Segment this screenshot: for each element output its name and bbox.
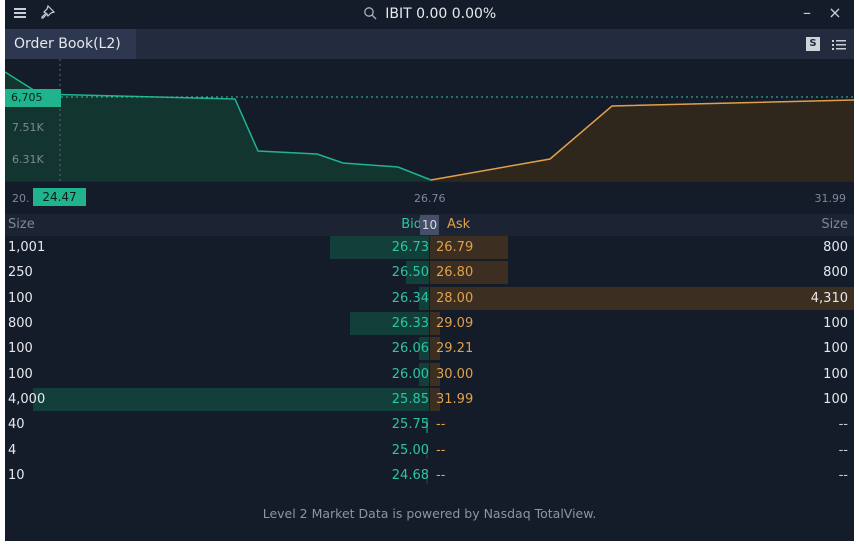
bid-size: 100 [8,291,33,306]
order-book-header: Size Bid 10 Ask Size [5,214,854,236]
ask-price: 26.80 [436,265,474,280]
ask-size: 800 [823,240,848,255]
bid-depth-bar [419,287,429,310]
order-book-window: IBIT 0.00 0.00% – × Order Book(L2) S 6,7… [5,0,854,541]
ask-depth-bar [430,236,508,259]
table-row[interactable]: 1,001 26.73 26.79 800 [5,236,854,261]
bid-price: 25.85 [391,392,429,407]
ask-depth-bar [430,388,440,411]
bid-depth-bar [406,261,429,284]
bid-price: 26.50 [391,265,429,280]
ask-size: 800 [823,265,848,280]
bid-depth-bar [426,444,428,459]
x-cursor-value: 24.47 [33,188,86,206]
y-tick-label: 6.31K [12,153,44,166]
ask-depth-bar [430,261,508,284]
minimize-icon[interactable]: – [803,3,811,22]
ask-depth-bar [430,363,440,386]
bid-depth-bar [426,469,428,484]
depth-chart[interactable]: 6,705 7.51K 6.31K 20. 24.47 26.76 31.99 [5,59,854,214]
marker-value: 6,705 [5,89,61,107]
table-row[interactable]: 250 26.50 26.80 800 [5,261,854,286]
menu-icon[interactable] [12,5,30,23]
table-row[interactable]: 4 25.00 -- -- [5,439,854,464]
bid-size-header: Size [8,217,35,232]
ask-price: -- [436,443,446,458]
bid-size: 250 [8,265,33,280]
symbol-label: IBIT [385,6,412,22]
bid-size: 100 [8,341,33,356]
bid-size: 800 [8,316,33,331]
ask-depth-line [430,99,854,181]
title-quote[interactable]: IBIT 0.00 0.00% [5,6,854,24]
bid-depth-line [5,71,432,181]
bid-price: 26.06 [391,341,429,356]
bid-price: 26.00 [391,367,429,382]
bid-price: 26.33 [391,316,429,331]
bid-size: 100 [8,367,33,382]
table-row[interactable]: 800 26.33 29.09 100 [5,312,854,337]
x-tick-label: 26.76 [414,192,446,205]
x-tick-label: 20. [12,192,30,205]
bid-depth-bar [330,236,429,259]
ask-depth-bar [430,312,440,335]
bid-price: 26.34 [391,291,429,306]
list-icon[interactable] [832,36,846,52]
bid-size: 4 [8,443,17,458]
pin-icon[interactable] [40,4,58,23]
tab-order-book[interactable]: Order Book(L2) [5,29,136,59]
ask-depth-bar [430,337,440,360]
bid-size: 4,000 [8,392,46,407]
ask-price: 29.21 [436,341,474,356]
table-row[interactable]: 10 24.68 -- -- [5,464,854,489]
x-tick-label: 31.99 [814,192,847,205]
ask-size: -- [838,417,848,432]
ask-price: -- [436,468,446,483]
bid-price: 26.73 [391,240,429,255]
bid-size: 10 [8,468,25,483]
bid-size: 1,001 [8,240,46,255]
bid-size: 40 [8,417,25,432]
bid-depth-bar [426,418,428,433]
ask-size: 100 [823,367,848,382]
table-row[interactable]: 100 26.06 29.21 100 [5,337,854,362]
tab-bar: Order Book(L2) S [5,29,854,59]
ask-price: 26.79 [436,240,474,255]
bid-header: Bid [401,217,422,232]
table-row[interactable]: 40 25.75 -- -- [5,413,854,438]
ask-size-header: Size [821,217,848,232]
ask-depth-bar [430,287,854,310]
ask-price: 29.09 [436,316,474,331]
ask-size: 100 [823,316,848,331]
ask-size: -- [838,468,848,483]
y-tick-label: 7.51K [12,121,44,134]
search-icon[interactable] [363,6,377,24]
bid-price: 25.75 [391,417,429,432]
ask-price: 28.00 [436,291,474,306]
table-row[interactable]: 100 26.34 28.00 4,310 [5,287,854,312]
ask-size: 100 [823,341,848,356]
bid-depth-bar [419,363,429,386]
ask-size: -- [838,443,848,458]
table-row[interactable]: 100 26.00 30.00 100 [5,363,854,388]
data-source-footer: Level 2 Market Data is powered by Nasdaq… [262,506,597,521]
close-icon[interactable]: × [828,3,842,22]
bid-depth-bar [350,312,429,335]
table-row[interactable]: 4,000 25.85 31.99 100 [5,388,854,413]
ask-size: 4,310 [810,291,848,306]
bid-depth-bar [419,337,429,360]
bid-depth-bar [33,388,429,411]
s-badge-icon[interactable]: S [806,37,820,51]
ask-size: 100 [823,392,848,407]
bid-price: 25.00 [391,443,429,458]
ask-price: 30.00 [436,367,474,382]
ask-price: 31.99 [436,392,474,407]
depth-chart-plot [5,59,854,182]
depth-selector[interactable]: 10 [420,215,439,235]
ask-price: -- [436,417,446,432]
ask-header: Ask [447,217,471,232]
bid-price: 24.68 [391,468,429,483]
quote-label: 0.00 0.00% [416,6,497,22]
title-bar: IBIT 0.00 0.00% – × [5,0,854,29]
